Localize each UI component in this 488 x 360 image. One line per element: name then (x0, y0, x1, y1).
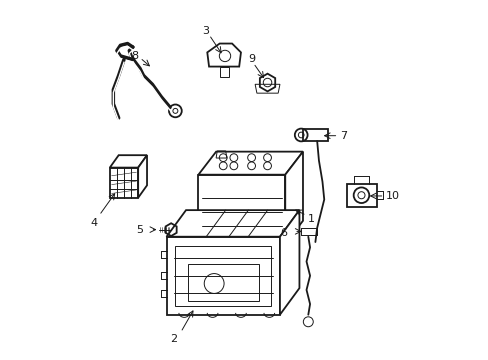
Polygon shape (166, 237, 279, 315)
Polygon shape (110, 168, 138, 198)
Polygon shape (110, 155, 147, 168)
Text: 9: 9 (247, 54, 255, 64)
Text: 4: 4 (90, 217, 97, 228)
Polygon shape (166, 210, 299, 237)
Polygon shape (138, 155, 147, 198)
Polygon shape (279, 210, 299, 315)
Polygon shape (303, 129, 327, 141)
Text: 1: 1 (307, 214, 315, 224)
Polygon shape (285, 152, 303, 244)
Polygon shape (346, 184, 377, 207)
Text: 5: 5 (136, 225, 143, 235)
Text: 2: 2 (170, 334, 177, 345)
Text: 6: 6 (279, 228, 286, 238)
Polygon shape (198, 152, 303, 175)
Text: 8: 8 (131, 51, 138, 61)
Text: 10: 10 (386, 191, 400, 201)
Polygon shape (198, 175, 285, 244)
Text: 7: 7 (340, 131, 346, 141)
Text: 3: 3 (202, 26, 208, 36)
